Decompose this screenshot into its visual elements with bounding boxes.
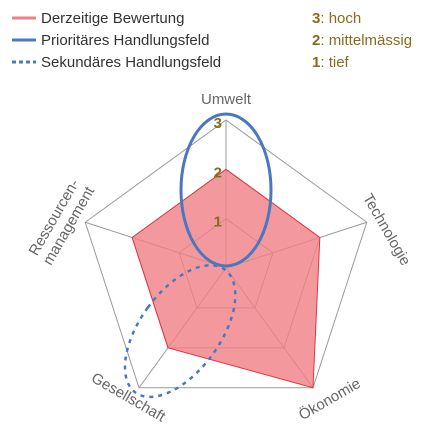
highlight-ellipse <box>123 264 237 399</box>
scale-legend-entry: 1: tief <box>312 54 350 71</box>
tick-label: 2 <box>214 164 222 181</box>
scale-label: mittelmässig <box>329 32 412 49</box>
scale-label: hoch <box>329 10 362 27</box>
legend-label: Prioritäres Handlungsfeld <box>41 32 209 49</box>
tick-label: 1 <box>214 214 222 231</box>
data-area <box>131 168 321 389</box>
legend-label: Sekundäres Handlungsfeld <box>41 54 221 71</box>
highlight-ellipse <box>179 112 273 268</box>
axis-label: Ressourcen-management <box>25 175 99 269</box>
axis-label: Gesellschaft <box>88 370 169 426</box>
scale-label: tief <box>329 54 350 71</box>
scale-legend-entry: 3: hoch <box>312 10 361 27</box>
tick-label: 3 <box>214 115 222 132</box>
scale-value: 3 <box>312 10 320 27</box>
axis-label: Technologie <box>359 191 414 269</box>
axis-label: Umwelt <box>201 91 252 108</box>
grid-ring <box>84 119 368 389</box>
scale-value: 2 <box>312 32 320 49</box>
scale-legend-entry: 2: mittelmässig <box>312 32 412 49</box>
legend-label: Derzeitige Bewertung <box>41 10 184 27</box>
scale-value: 1 <box>312 54 320 71</box>
